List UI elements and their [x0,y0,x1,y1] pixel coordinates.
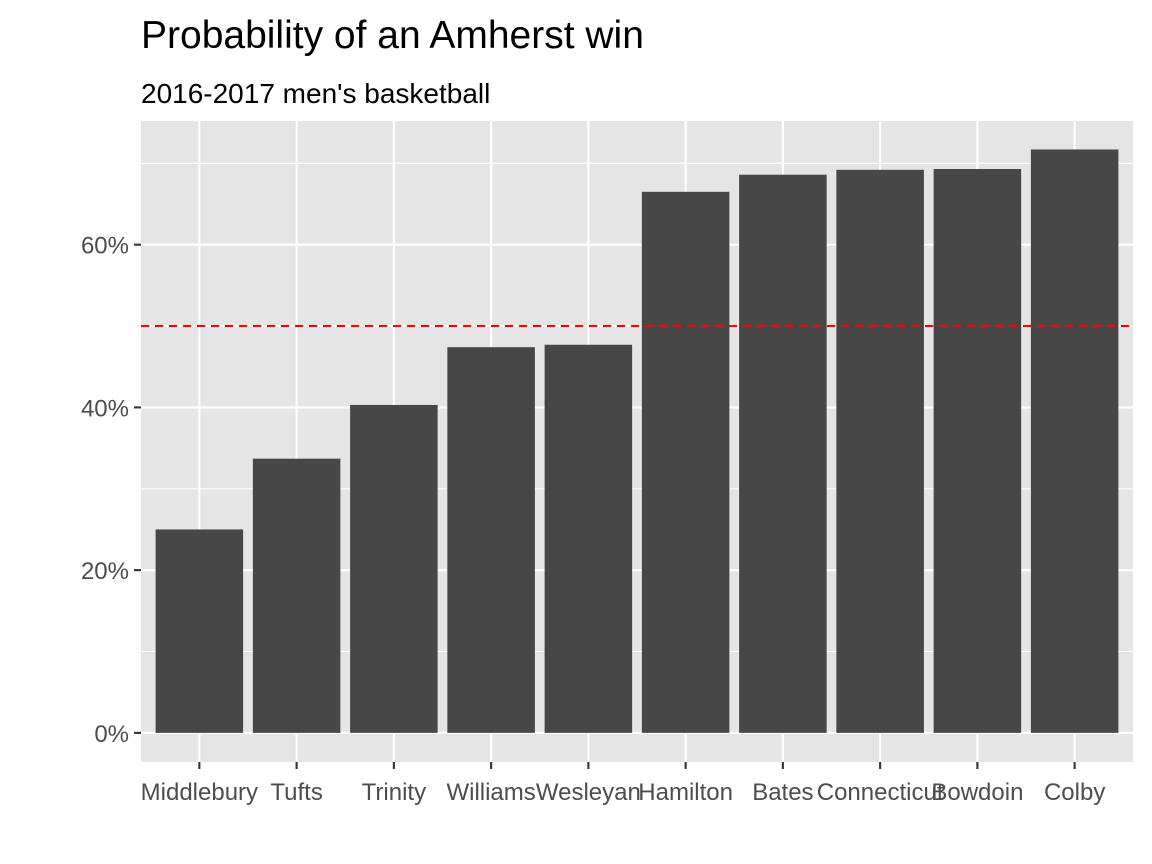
bar-wesleyan [544,344,633,733]
x-tick-label: Connecticut [817,779,944,806]
bar-middlebury [155,529,244,733]
x-tick-label: Bates [752,779,813,806]
y-tick-label: 60% [81,233,129,260]
bar-bates [739,174,827,733]
y-axis: 0% 20% 40% 60% [81,233,141,748]
x-tick-label: Colby [1044,779,1105,806]
chart-title: Probability of an Amherst win [141,14,644,57]
bar-colby [1030,149,1119,733]
x-axis: Middlebury Tufts Trinity Williams WesleyanHa… [141,762,1105,806]
y-tick-label: 20% [81,558,129,585]
bar-tufts [252,458,341,733]
y-tick-label: 0% [94,721,129,748]
bar-bowdoin [933,169,1022,733]
bars [155,149,1119,733]
y-tick-label: 40% [81,395,129,422]
bar-williams [447,347,535,733]
bar-connecticut [836,169,924,733]
x-tick-label: Hamilton [638,779,733,806]
chart-subtitle: 2016-2017 men's basketball [141,78,491,109]
x-tick-label: Trinity [362,779,426,806]
x-tick-label: Middlebury [141,779,258,806]
bar-trinity [350,404,438,733]
x-tick-label: Williams [446,779,535,806]
x-tick-label: Wesleyan [536,779,641,806]
bar-hamilton [641,191,730,733]
x-tick-label: Tufts [270,779,322,806]
x-tick-label: Bowdoin [931,779,1023,806]
